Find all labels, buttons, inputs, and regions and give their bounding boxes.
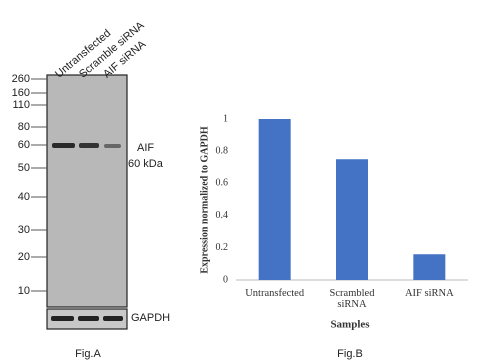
y-axis-label: Expression normalized to GAPDH: [199, 126, 210, 274]
band-label: AIF: [137, 142, 154, 154]
x-tick-label: Untransfected: [245, 288, 305, 299]
y-tick-label: 0.8: [216, 145, 229, 156]
marker-label: 40: [18, 191, 30, 203]
marker-label: 10: [18, 285, 30, 297]
marker-label: 160: [12, 87, 30, 99]
caption: Fig.A: [75, 348, 101, 360]
band: [52, 143, 75, 148]
marker-label: 20: [18, 251, 30, 263]
caption: Fig.B: [337, 348, 363, 360]
band: [51, 316, 74, 321]
marker-label: 260: [12, 73, 30, 85]
y-tick-label: 0.2: [216, 242, 229, 253]
band-size: 60 kDa: [128, 158, 164, 170]
marker-label: 110: [12, 99, 30, 111]
band: [103, 316, 123, 321]
x-tick-label: Scrambled siRNA: [329, 288, 375, 310]
bar: [336, 159, 368, 280]
y-tick-label: 1: [223, 113, 228, 124]
bar: [258, 119, 291, 280]
band: [78, 316, 99, 321]
x-axis-label: Samples: [330, 319, 370, 331]
y-tick-label: 0.6: [216, 178, 229, 189]
marker-label: 60: [18, 139, 30, 151]
marker-label: 80: [18, 121, 30, 133]
blot-membrane: [46, 74, 128, 308]
band: [104, 144, 121, 148]
band: [79, 143, 99, 148]
loading-label: GAPDH: [131, 312, 170, 324]
marker-label: 30: [18, 224, 30, 236]
marker-label: 50: [18, 162, 30, 174]
y-tick-label: 0: [223, 274, 228, 285]
x-tick-label: AIF siRNA: [404, 288, 454, 299]
y-tick-label: 0.4: [216, 210, 229, 221]
bar: [413, 254, 446, 280]
